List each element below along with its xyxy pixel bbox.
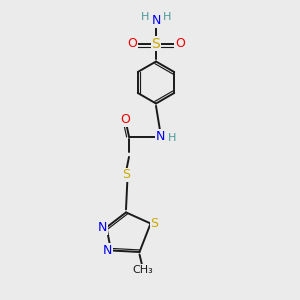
Text: H: H (140, 11, 149, 22)
Text: H: H (163, 11, 172, 22)
Text: N: N (151, 14, 161, 28)
Text: O: O (127, 37, 137, 50)
Text: H: H (168, 133, 177, 143)
Text: S: S (152, 37, 160, 50)
Text: N: N (156, 130, 165, 143)
Text: N: N (103, 244, 112, 257)
Text: S: S (150, 217, 158, 230)
Text: S: S (122, 168, 130, 182)
Text: O: O (121, 113, 130, 127)
Text: CH₃: CH₃ (132, 265, 153, 275)
Text: O: O (175, 37, 185, 50)
Text: N: N (98, 221, 108, 234)
